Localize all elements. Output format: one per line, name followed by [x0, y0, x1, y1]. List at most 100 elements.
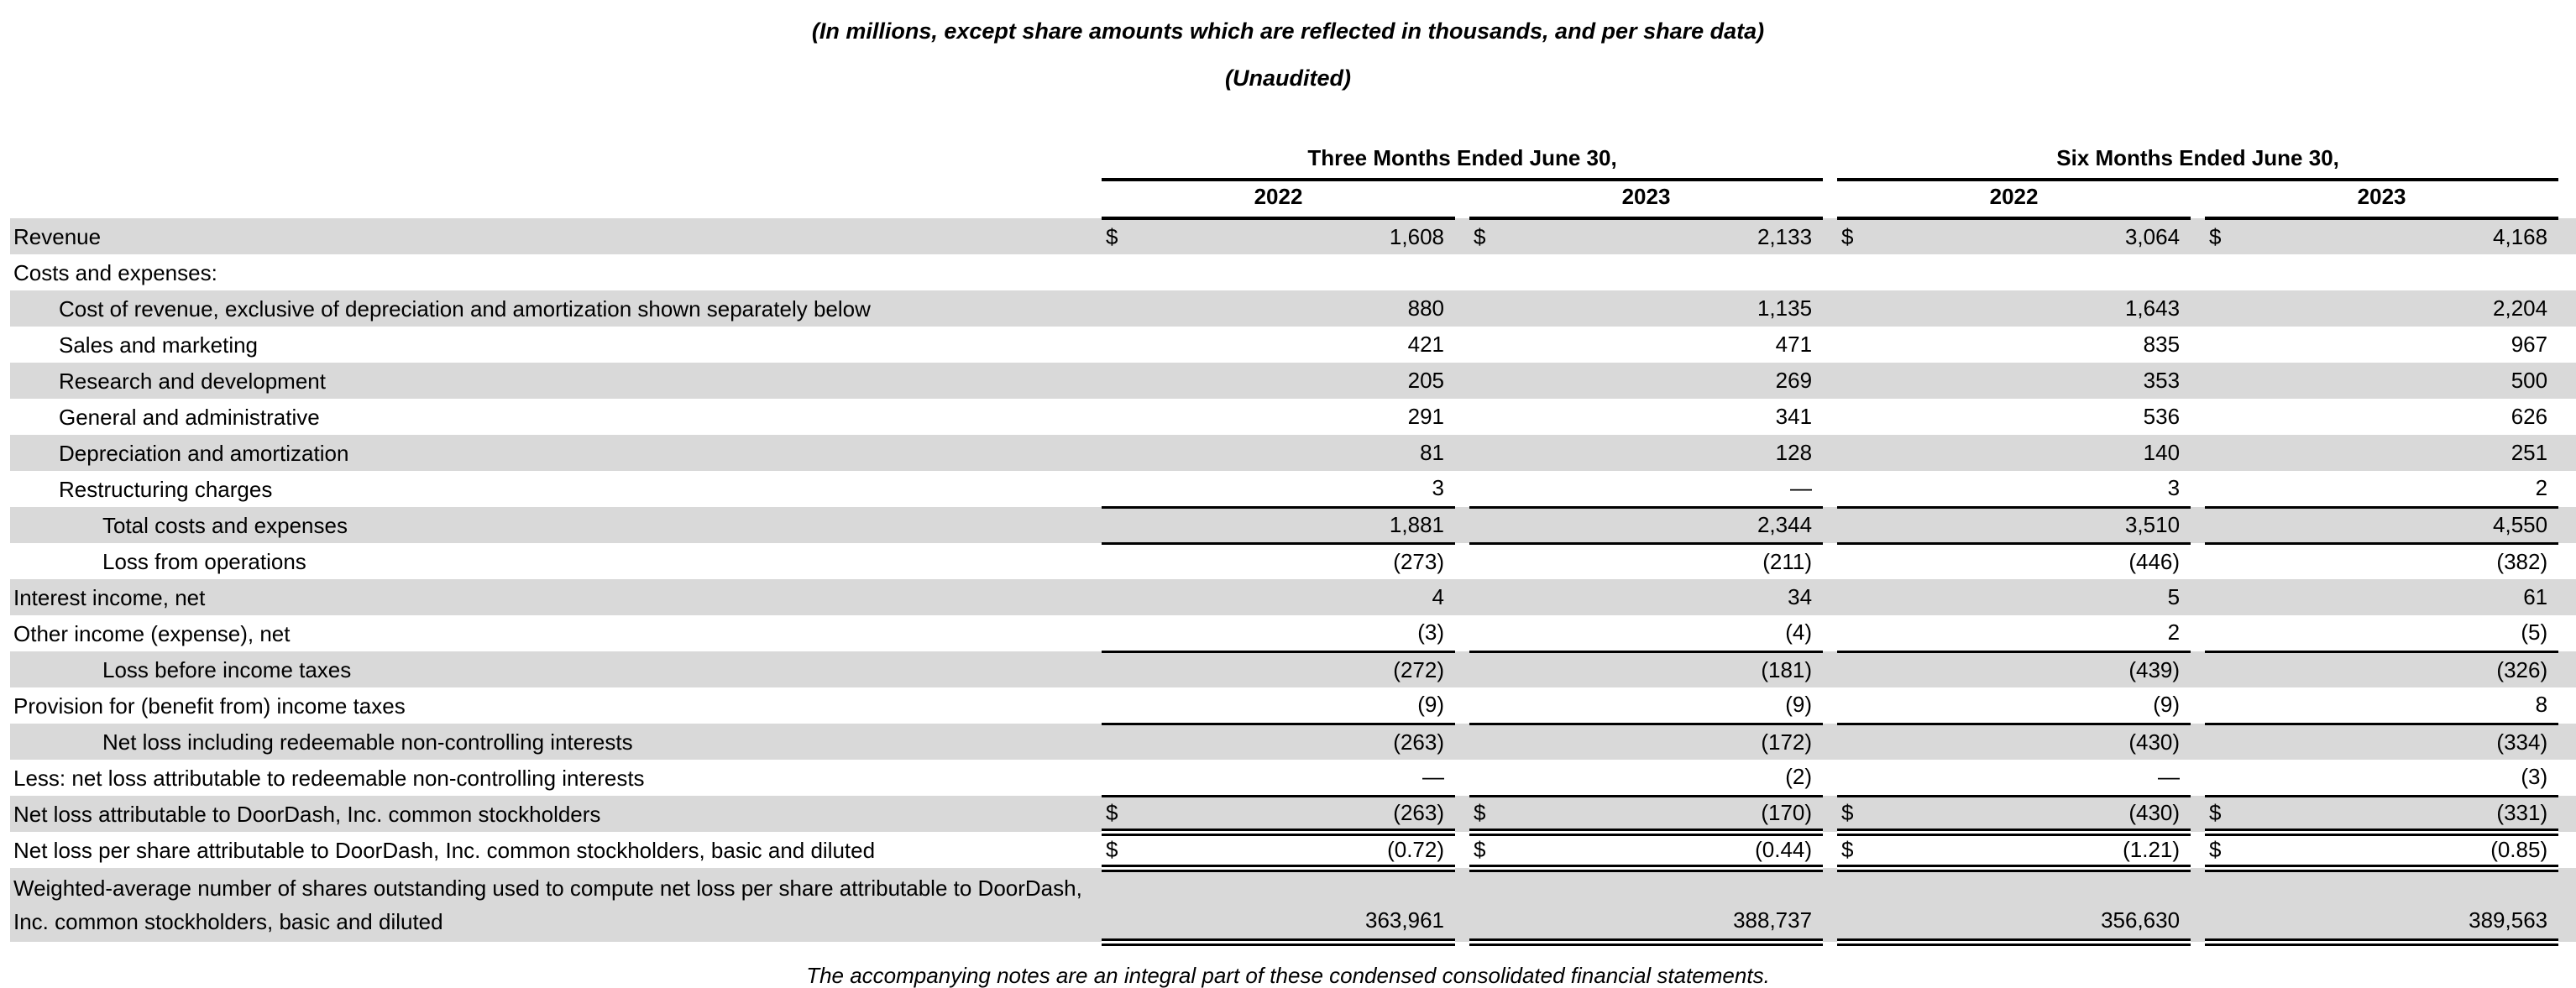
cell-value	[1516, 254, 1823, 290]
cell-value: —	[1516, 471, 1824, 509]
cell-value: 34	[1516, 579, 1824, 615]
column-gap	[1455, 796, 1469, 832]
cell-value: 3,510	[1883, 507, 2191, 545]
cell-value: 3	[1883, 471, 2191, 509]
table-row: Less: net loss attributable to redeemabl…	[10, 760, 2576, 797]
currency-symbol-cell	[1102, 615, 1148, 653]
cell-value: (3)	[1148, 615, 1455, 653]
cell-value: 1,608	[1148, 218, 1455, 254]
statement-subtitle: (In millions, except share amounts which…	[811, 18, 1765, 44]
table-row: Net loss attributable to DoorDash, Inc. …	[10, 796, 2576, 836]
column-gap	[2558, 796, 2576, 832]
cell-value: (2)	[1516, 760, 1824, 797]
currency-symbol-cell	[1469, 435, 1516, 471]
currency-symbol-cell	[1102, 724, 1148, 760]
column-gap	[2558, 144, 2576, 180]
column-gap	[1455, 832, 1469, 868]
row-label: Sales and marketing	[59, 332, 259, 358]
table-row: Other income (expense), net (3) (4) 2 (5)	[10, 615, 2576, 653]
currency-symbol-cell: $	[1102, 796, 1148, 836]
currency-symbol-cell	[1469, 724, 1516, 760]
column-gap	[2191, 832, 2205, 868]
table-row: Revenue $1,608 $2,133 $3,064 $4,168	[10, 218, 2576, 254]
column-gap	[1455, 579, 1469, 615]
cell-value: 269	[1516, 363, 1824, 399]
table-row: Sales and marketing 421 471 835 967	[10, 327, 2576, 363]
cell-value: —	[1883, 760, 2191, 797]
currency-symbol-cell	[1102, 363, 1148, 399]
currency-symbol-cell	[1837, 579, 1884, 615]
cell-value: (334)	[2251, 724, 2559, 760]
column-gap	[1823, 327, 1837, 363]
cell-value: 251	[2251, 435, 2559, 471]
currency-symbol-cell	[2205, 543, 2251, 579]
footer-note: The accompanying notes are an integral p…	[806, 962, 1770, 988]
table-row: Net loss including redeemable non-contro…	[10, 724, 2576, 760]
column-gap	[2558, 290, 2576, 327]
currency-symbol-cell	[1102, 760, 1148, 797]
currency-symbol-cell	[2205, 868, 2252, 946]
currency-symbol-cell	[1469, 868, 1516, 946]
table-row: Net loss per share attributable to DoorD…	[10, 832, 2576, 872]
row-label: Net loss attributable to DoorDash, Inc. …	[10, 796, 1102, 832]
column-gap	[2191, 327, 2205, 363]
column-gap	[1823, 651, 1838, 687]
period-header-row: Three Months Ended June 30, Six Months E…	[10, 144, 2576, 181]
cell-value: 471	[1775, 332, 1813, 357]
cell-value: (3)	[2251, 760, 2559, 797]
currency-symbol-cell	[1469, 579, 1516, 615]
cell-value: 356,630	[1883, 868, 2191, 946]
column-gap	[2191, 651, 2206, 687]
table-row: Provision for (benefit from) income taxe…	[10, 687, 2576, 725]
currency-symbol-cell	[2205, 507, 2252, 545]
row-label: General and administrative	[59, 404, 320, 430]
currency-symbol-cell: $	[1469, 832, 1516, 872]
currency-symbol-cell	[1837, 507, 1884, 545]
column-gap	[1455, 254, 1469, 290]
currency-symbol-cell	[1469, 507, 1516, 545]
cell-value: 389,563	[2251, 868, 2559, 946]
cell-value: (181)	[1516, 651, 1824, 687]
currency-symbol-cell	[2205, 651, 2252, 687]
cell-value: (1.21)	[1883, 832, 2191, 872]
cell-value: (9)	[1148, 687, 1455, 725]
column-gap	[2558, 327, 2576, 363]
row-label: Net loss per share attributable to DoorD…	[13, 837, 876, 863]
cell-value: 835	[2143, 332, 2181, 357]
currency-symbol-cell	[1837, 435, 1884, 471]
currency-symbol-cell	[1469, 615, 1516, 653]
column-gap	[2558, 543, 2576, 579]
year-header-q-2022: 2022	[1102, 180, 1455, 220]
column-gap	[1455, 868, 1469, 942]
currency-symbol-cell: $	[2205, 218, 2252, 254]
currency-symbol-cell	[1102, 651, 1148, 687]
column-gap	[1823, 363, 1838, 399]
currency-symbol-cell	[1102, 399, 1148, 435]
currency-symbol-cell	[1102, 868, 1148, 946]
currency-symbol-cell	[2205, 399, 2251, 435]
cell-value: 61	[2251, 579, 2559, 615]
column-gap	[1823, 615, 1837, 651]
table-row: Restructuring charges 3 — 3 2	[10, 471, 2576, 509]
row-label: Other income (expense), net	[13, 620, 291, 646]
column-gap	[2191, 868, 2206, 942]
column-gap	[1823, 218, 1838, 254]
column-gap	[1823, 724, 1838, 760]
income-statement-table: Three Months Ended June 30, Six Months E…	[10, 144, 2576, 946]
cell-value: (172)	[1516, 724, 1824, 760]
cell-value	[1148, 254, 1455, 290]
column-gap	[1823, 399, 1837, 435]
column-gap	[2558, 471, 2576, 507]
column-gap	[2191, 687, 2205, 724]
cell-value: (4)	[1516, 615, 1824, 653]
year-header-row: 2022 2023 2022 2023	[10, 180, 2576, 220]
currency-symbol-cell	[2205, 760, 2252, 797]
column-gap	[1823, 144, 1837, 180]
currency-symbol-cell	[1837, 868, 1884, 946]
financial-statement-page: { "document": { "subtitle": "(In million…	[0, 18, 2576, 988]
column-gap	[1455, 327, 1469, 363]
currency-symbol-cell	[1469, 399, 1516, 435]
period-header-six-months: Six Months Ended June 30,	[1837, 144, 2559, 181]
column-gap	[2558, 832, 2576, 868]
column-gap	[2558, 180, 2576, 218]
